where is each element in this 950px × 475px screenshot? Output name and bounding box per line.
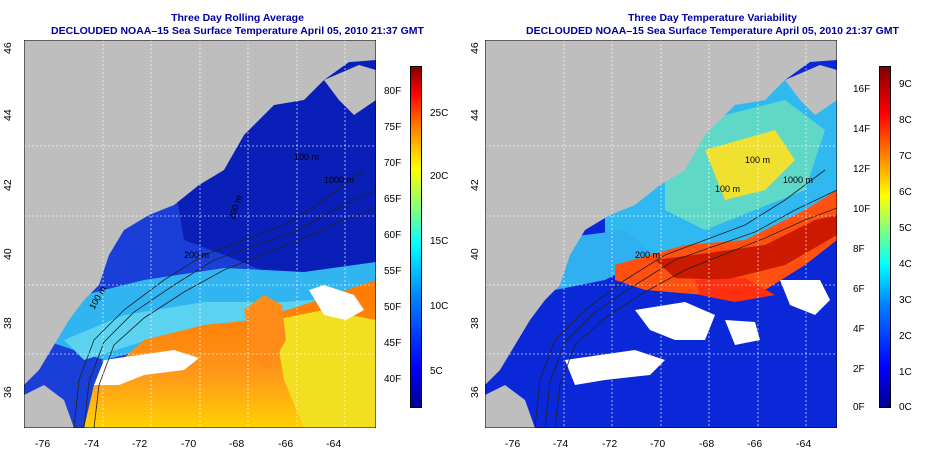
colorbar-label-f: 4F bbox=[853, 324, 865, 335]
contour-label: 200 m bbox=[635, 250, 660, 260]
sst-average-map: 1000 m 100 m 200 m 100 m 200 m bbox=[24, 40, 376, 428]
colorbar-label-f: 2F bbox=[853, 364, 865, 375]
x-tick: -74 bbox=[553, 438, 569, 450]
sst-variability-panel: Three Day Temperature Variability DECLOU… bbox=[469, 0, 950, 475]
colorbar-label-c: 7C bbox=[899, 151, 912, 162]
y-tick: 38 bbox=[2, 317, 14, 329]
y-tick: 42 bbox=[2, 179, 14, 191]
panel-subtitle: DECLOUDED NOAA–15 Sea Surface Temperatur… bbox=[51, 25, 424, 37]
depth-contour bbox=[73, 169, 365, 428]
colorbar-label-c: 15C bbox=[430, 236, 449, 247]
x-tick: -66 bbox=[747, 438, 763, 450]
colorbar-label-f: 45F bbox=[384, 338, 402, 349]
x-tick: -70 bbox=[650, 438, 666, 450]
colorbar-label-c: 10C bbox=[430, 301, 449, 312]
colorbar-label-c: 20C bbox=[430, 171, 449, 182]
contour-label: 100 m bbox=[715, 184, 740, 194]
panel-title: Three Day Rolling Average bbox=[171, 12, 304, 24]
land bbox=[485, 40, 837, 385]
colorbar-label-f: 80F bbox=[384, 86, 402, 97]
colorbar-label-f: 60F bbox=[384, 230, 402, 241]
sst-variability-map: 1000 m 100 m 100 m 200 m bbox=[485, 40, 837, 428]
y-tick: 46 bbox=[469, 42, 481, 54]
x-tick: -74 bbox=[84, 438, 100, 450]
x-tick: -76 bbox=[35, 438, 51, 450]
cloud-gap bbox=[94, 350, 199, 385]
colorbar-label-f: 10F bbox=[853, 204, 871, 215]
cloud-gap bbox=[635, 302, 715, 340]
x-tick: -68 bbox=[229, 438, 245, 450]
colorbar-label-f: 14F bbox=[853, 124, 871, 135]
colorbar-label-c: 8C bbox=[899, 115, 912, 126]
colorbar-label-c: 0C bbox=[899, 402, 912, 413]
colorbar-label-f: 0F bbox=[853, 402, 865, 413]
colorbar-label-c: 9C bbox=[899, 79, 912, 90]
x-tick: -70 bbox=[181, 438, 197, 450]
y-tick: 36 bbox=[2, 386, 14, 398]
x-tick: -66 bbox=[278, 438, 294, 450]
colorbar-label-f: 50F bbox=[384, 302, 402, 313]
panel-subtitle: DECLOUDED NOAA–15 Sea Surface Temperatur… bbox=[526, 25, 899, 37]
y-tick: 36 bbox=[469, 386, 481, 398]
y-tick: 46 bbox=[2, 42, 14, 54]
depth-contour bbox=[534, 169, 826, 428]
colorbar-label-c: 4C bbox=[899, 259, 912, 270]
colorbar-label-f: 65F bbox=[384, 194, 402, 205]
graticule bbox=[24, 40, 376, 428]
graticule bbox=[485, 40, 837, 428]
colorbar-label-f: 55F bbox=[384, 266, 402, 277]
contour-label: 1000 m bbox=[783, 175, 813, 185]
x-tick: -64 bbox=[326, 438, 342, 450]
colorbar-label-c: 25C bbox=[430, 108, 449, 119]
x-tick: -72 bbox=[602, 438, 618, 450]
x-tick: -68 bbox=[699, 438, 715, 450]
colorbar-label-f: 40F bbox=[384, 374, 402, 385]
variability-colorbar bbox=[879, 66, 891, 408]
y-tick: 44 bbox=[469, 109, 481, 121]
x-tick: -76 bbox=[505, 438, 521, 450]
colorbar-label-c: 2C bbox=[899, 331, 912, 342]
y-tick: 44 bbox=[2, 109, 14, 121]
colorbar-label-c: 5C bbox=[430, 366, 443, 377]
colorbar-label-c: 1C bbox=[899, 367, 912, 378]
y-tick: 42 bbox=[469, 179, 481, 191]
colorbar-label-c: 6C bbox=[899, 187, 912, 198]
contour-label: 100 m bbox=[294, 152, 319, 162]
colorbar-label-c: 3C bbox=[899, 295, 912, 306]
colorbar-label-f: 12F bbox=[853, 164, 871, 175]
y-tick: 38 bbox=[469, 317, 481, 329]
land bbox=[24, 40, 376, 385]
colorbar-label-c: 5C bbox=[899, 223, 912, 234]
colorbar-label-f: 6F bbox=[853, 284, 865, 295]
contour-label: 100 m bbox=[745, 155, 770, 165]
x-tick: -64 bbox=[796, 438, 812, 450]
x-tick: -72 bbox=[132, 438, 148, 450]
y-tick: 40 bbox=[2, 248, 14, 260]
sst-colorbar bbox=[410, 66, 422, 408]
panel-title: Three Day Temperature Variability bbox=[627, 12, 798, 24]
sst-average-panel: Three Day Rolling Average DECLOUDED NOAA… bbox=[2, 12, 449, 450]
contour-label: 1000 m bbox=[324, 175, 354, 185]
colorbar-label-f: 75F bbox=[384, 122, 402, 133]
colorbar-label-f: 16F bbox=[853, 84, 871, 95]
contour-label: 200 m bbox=[184, 250, 209, 260]
colorbar-label-f: 70F bbox=[384, 158, 402, 169]
colorbar-label-f: 8F bbox=[853, 244, 865, 255]
y-tick: 40 bbox=[469, 248, 481, 260]
